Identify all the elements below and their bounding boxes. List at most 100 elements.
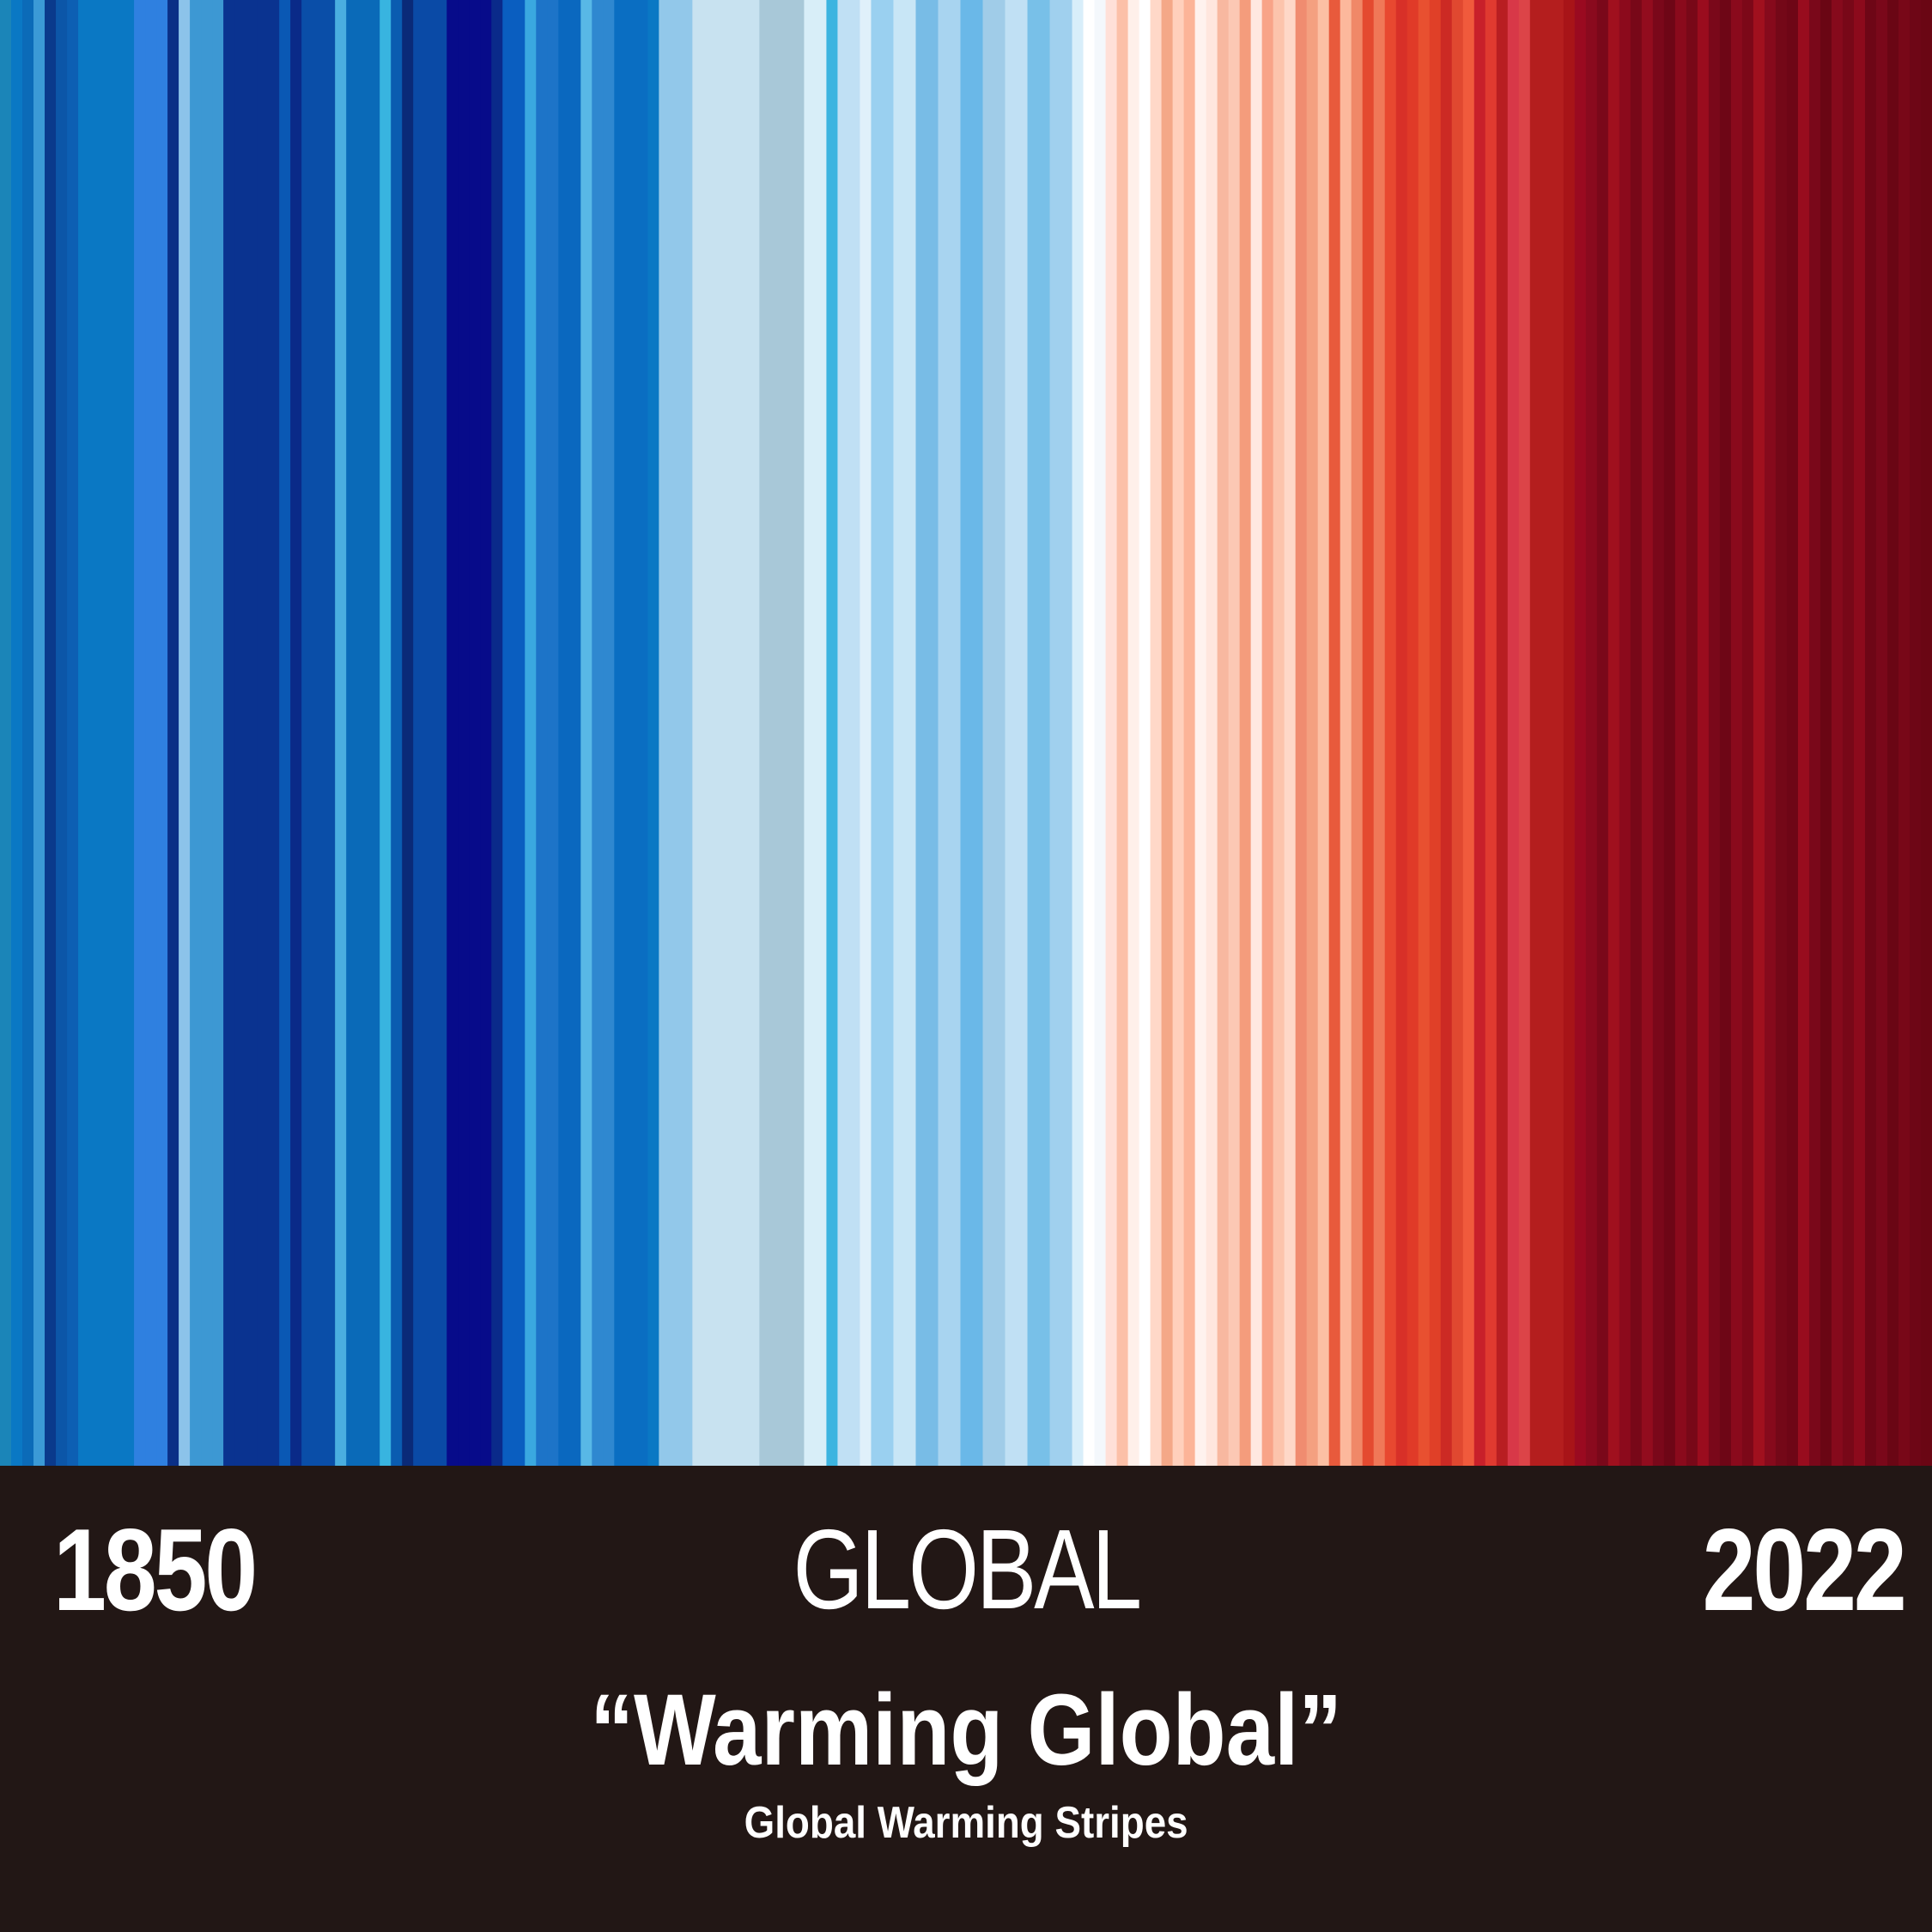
chart-subtitle: Global Warming Stripes: [744, 1798, 1188, 1848]
year-stripe: [1027, 0, 1040, 1466]
year-stripe: [1730, 0, 1743, 1466]
year-stripe: [848, 0, 861, 1466]
year-stripe: [737, 0, 749, 1466]
year-stripe: [1127, 0, 1140, 1466]
year-stripe: [1708, 0, 1721, 1466]
warming-stripes-chart: [0, 0, 1932, 1466]
year-stripe: [22, 0, 34, 1466]
year-stripe: [458, 0, 470, 1466]
year-stripe: [1641, 0, 1654, 1466]
year-stripe: [1161, 0, 1174, 1466]
year-stripe: [1228, 0, 1241, 1466]
year-stripe: [1072, 0, 1084, 1466]
year-stripe: [1328, 0, 1341, 1466]
year-stripe: [1440, 0, 1453, 1466]
year-stripe: [11, 0, 23, 1466]
year-stripe: [67, 0, 79, 1466]
year-stripe: [1239, 0, 1252, 1466]
year-stripe: [837, 0, 850, 1466]
year-stripe: [1485, 0, 1498, 1466]
year-stripe: [301, 0, 313, 1466]
year-stripe: [871, 0, 884, 1466]
year-stripe: [1273, 0, 1285, 1466]
year-stripe: [1351, 0, 1364, 1466]
year-stripe: [1518, 0, 1531, 1466]
year-stripe: [882, 0, 895, 1466]
year-stripe: [770, 0, 783, 1466]
year-stripe: [1786, 0, 1799, 1466]
year-stripe: [447, 0, 459, 1466]
year-stripe: [703, 0, 715, 1466]
year-stripe: [368, 0, 380, 1466]
year-stripe: [234, 0, 246, 1466]
year-stripe: [112, 0, 124, 1466]
year-stripe: [1206, 0, 1218, 1466]
year-stripe: [860, 0, 872, 1466]
year-stripe: [179, 0, 191, 1466]
start-year-label: 1850: [53, 1504, 258, 1635]
year-stripe: [1875, 0, 1888, 1466]
year-stripe: [1462, 0, 1475, 1466]
year-stripe: [1060, 0, 1073, 1466]
year-stripe: [1038, 0, 1051, 1466]
year-stripe: [1340, 0, 1352, 1466]
year-stripe: [1418, 0, 1431, 1466]
year-stripe: [0, 0, 12, 1466]
year-stripe: [547, 0, 559, 1466]
year-stripe: [1797, 0, 1810, 1466]
year-stripe: [156, 0, 168, 1466]
year-stripe: [759, 0, 771, 1466]
year-stripe: [1585, 0, 1598, 1466]
year-stripe: [502, 0, 514, 1466]
year-stripe: [982, 0, 995, 1466]
year-stripe: [1105, 0, 1118, 1466]
year-stripe: [681, 0, 693, 1466]
year-stripe: [201, 0, 213, 1466]
year-stripe: [1719, 0, 1732, 1466]
year-stripe: [1898, 0, 1911, 1466]
region-label: GLOBAL: [793, 1506, 1142, 1632]
year-stripe: [949, 0, 962, 1466]
year-stripe: [1139, 0, 1151, 1466]
year-stripe: [1775, 0, 1788, 1466]
year-stripe: [1663, 0, 1676, 1466]
year-stripe: [915, 0, 928, 1466]
year-stripe: [279, 0, 291, 1466]
year-stripe: [625, 0, 637, 1466]
year-stripe: [1686, 0, 1698, 1466]
year-stripe: [413, 0, 425, 1466]
year-stripe: [1864, 0, 1877, 1466]
year-stripe: [1116, 0, 1129, 1466]
year-stripe: [603, 0, 615, 1466]
year-stripe: [1284, 0, 1297, 1466]
year-stripe: [1574, 0, 1587, 1466]
year-stripe: [1764, 0, 1777, 1466]
year-stripe: [1172, 0, 1185, 1466]
year-stripe: [78, 0, 90, 1466]
year-stripe: [1384, 0, 1397, 1466]
year-stripe: [1507, 0, 1520, 1466]
year-stripe: [1652, 0, 1665, 1466]
year-stripe: [212, 0, 224, 1466]
year-stripe: [1183, 0, 1196, 1466]
year-stripe: [346, 0, 358, 1466]
year-stripe: [402, 0, 414, 1466]
year-stripe: [1619, 0, 1631, 1466]
year-stripe: [1406, 0, 1419, 1466]
year-stripe: [167, 0, 179, 1466]
year-stripe: [659, 0, 671, 1466]
year-stripe: [793, 0, 805, 1466]
year-stripe: [748, 0, 760, 1466]
year-stripe: [1194, 0, 1207, 1466]
year-stripe: [1529, 0, 1542, 1466]
year-stripe: [1853, 0, 1866, 1466]
year-stripe: [257, 0, 269, 1466]
year-stripe: [145, 0, 157, 1466]
caption-panel: [0, 1466, 1932, 1932]
year-stripe: [1909, 0, 1922, 1466]
year-stripe: [1306, 0, 1319, 1466]
year-stripe: [1496, 0, 1509, 1466]
year-stripe: [89, 0, 101, 1466]
year-stripe: [290, 0, 302, 1466]
year-stripe: [380, 0, 392, 1466]
